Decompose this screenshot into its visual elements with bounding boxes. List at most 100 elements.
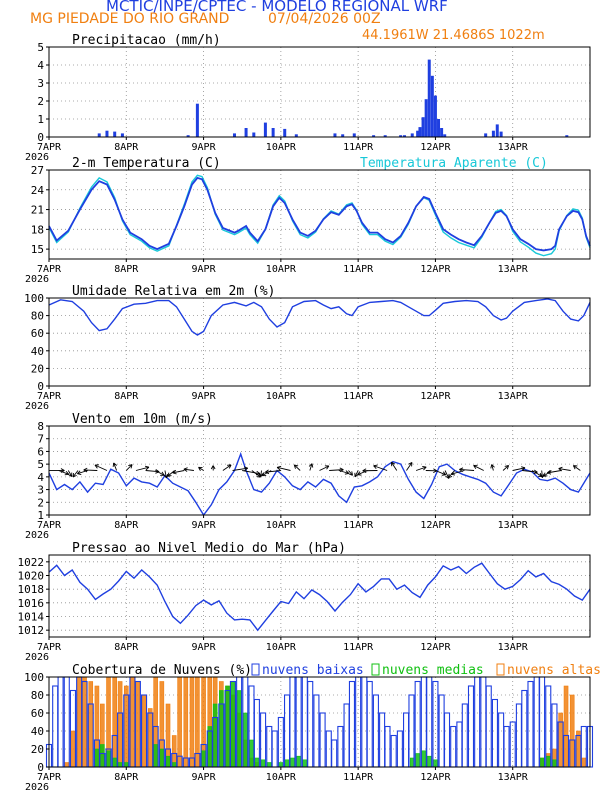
wind-arrow bbox=[260, 470, 262, 477]
panel-frame bbox=[48, 297, 591, 387]
precip-bar bbox=[294, 134, 298, 137]
wind-arrowhead bbox=[167, 472, 172, 477]
y-tick-label: 5 bbox=[37, 458, 44, 471]
x-tick-label: 7APR bbox=[37, 772, 62, 783]
wind-arrowhead bbox=[490, 464, 495, 469]
x-tick-label: 12APR bbox=[420, 772, 451, 783]
x-tick-label: 11APR bbox=[343, 772, 374, 783]
x-tick-label: 9APR bbox=[192, 142, 217, 153]
precip-bar bbox=[421, 117, 425, 137]
cloud-bar-nuvens-baixas bbox=[474, 676, 481, 768]
cloud-bar-nuvens-medias bbox=[266, 762, 272, 768]
wind-arrow bbox=[164, 470, 167, 479]
wind-arrowhead bbox=[357, 471, 362, 476]
panel-1: Precipitacao (mm/h) 0 1 2 3 4 5 7APR 8APR 9APR 10A… bbox=[25, 33, 591, 163]
x-tick-label: 10APR bbox=[266, 642, 297, 653]
cloud-bar-nuvens-medias bbox=[254, 757, 260, 768]
precip-bar bbox=[263, 122, 267, 137]
wind-arrow bbox=[251, 470, 261, 478]
cloud-bar-nuvens-baixas bbox=[533, 676, 540, 768]
cloud-bar-nuvens-altas bbox=[177, 676, 182, 768]
wind-arrowhead bbox=[558, 466, 563, 472]
x-tick-label: 11APR bbox=[343, 142, 374, 153]
cloud-bar-nuvens-medias bbox=[552, 759, 557, 768]
precip-bar bbox=[186, 135, 190, 137]
cloud-bar-nuvens-baixas bbox=[348, 680, 356, 768]
wind-arrowhead bbox=[172, 469, 177, 475]
cloud-bar-nuvens-baixas bbox=[521, 689, 528, 768]
panel-frame bbox=[48, 169, 591, 260]
precip-bar bbox=[333, 133, 337, 137]
cloud-bar-nuvens-altas bbox=[64, 762, 70, 768]
wind-arrowhead bbox=[77, 470, 82, 475]
y-tick-label: 21 bbox=[31, 204, 44, 217]
cloud-bar-nuvens-medias bbox=[94, 748, 100, 768]
precip-bar bbox=[120, 133, 124, 137]
cloud-bar-nuvens-baixas bbox=[325, 730, 332, 768]
cloud-bar-nuvens-altas bbox=[576, 730, 581, 768]
cloud-bar-nuvens-baixas bbox=[403, 712, 410, 768]
precip-bar bbox=[341, 134, 345, 137]
panel-frame bbox=[48, 46, 591, 138]
cloud-bar-nuvens-altas bbox=[141, 694, 147, 768]
x-tick-label: 8APR bbox=[114, 642, 139, 653]
y-tick-label: 1014 bbox=[18, 611, 45, 624]
wind-arrowhead bbox=[572, 465, 578, 470]
y-tick-label: 1016 bbox=[18, 597, 45, 610]
precip-bar bbox=[491, 130, 495, 137]
cloud-bar-nuvens-altas bbox=[76, 676, 82, 768]
cloud-bar-nuvens-altas bbox=[123, 685, 129, 768]
wind-arrow bbox=[319, 465, 330, 471]
precip-bar bbox=[418, 127, 422, 137]
y-tick-label: 20 bbox=[31, 362, 44, 375]
x-year-label: 2026 bbox=[25, 782, 49, 792]
cloud-bar-nuvens-medias bbox=[545, 755, 551, 768]
legend-swatch bbox=[371, 663, 380, 676]
cloud-bar-nuvens-altas bbox=[581, 757, 587, 768]
wind-arrow bbox=[155, 470, 165, 476]
x-tick-label: 13APR bbox=[498, 520, 529, 531]
y-tick-label: 24 bbox=[31, 184, 45, 197]
wind-arrowhead bbox=[160, 471, 165, 476]
cloud-bar-nuvens-baixas bbox=[379, 712, 386, 768]
x-tick-label: 11APR bbox=[343, 642, 374, 653]
cloud-bar-nuvens-baixas bbox=[266, 725, 273, 768]
wind-arrow bbox=[198, 466, 204, 471]
y-tick-label: 3 bbox=[37, 484, 44, 497]
wind-arrow bbox=[406, 462, 413, 471]
precip-bar bbox=[443, 134, 447, 137]
legend-label: nuvens medias bbox=[382, 663, 484, 678]
wind-arrow bbox=[473, 465, 484, 471]
y-tick-label: 80 bbox=[31, 689, 44, 702]
y-tick-label: 1012 bbox=[18, 624, 45, 637]
cloud-bar-nuvens-altas bbox=[130, 676, 135, 768]
cloud-bar-nuvens-altas bbox=[558, 712, 563, 768]
cloud-bar-nuvens-baixas bbox=[295, 676, 302, 768]
panel-3: Umidade Relativa em 2m (%) 0 20 40 60 80 100 7A… bbox=[24, 284, 591, 412]
wind-arrow bbox=[491, 464, 494, 471]
cloud-bar-nuvens-baixas bbox=[337, 725, 344, 768]
x-tick-label: 7APR bbox=[37, 142, 62, 153]
y-tick-label: 0 bbox=[37, 131, 44, 144]
run-label: 07/04/2026 00Z bbox=[268, 11, 381, 27]
x-tick-label: 8APR bbox=[114, 520, 139, 531]
panel-title: Umidade Relativa em 2m (%) bbox=[72, 284, 276, 299]
y-tick-label: 0 bbox=[37, 380, 44, 393]
x-tick-label: 13APR bbox=[498, 772, 529, 783]
x-year-label: 2026 bbox=[25, 152, 49, 163]
wind-arrow bbox=[172, 470, 185, 474]
legend-label: nuvens baixas bbox=[262, 663, 364, 678]
precip-bar bbox=[383, 135, 387, 137]
cloud-bar-nuvens-baixas bbox=[343, 703, 350, 768]
wind-arrow bbox=[83, 469, 98, 471]
x-tick-label: 12APR bbox=[420, 642, 451, 653]
x-tick-label: 8APR bbox=[114, 772, 139, 783]
x-tick-label: 11APR bbox=[343, 520, 374, 531]
panel-2: 2-m Temperatura (C) Temperatura Aparente … bbox=[25, 156, 591, 285]
wind-arrowhead bbox=[243, 466, 249, 471]
precip-bar bbox=[430, 75, 434, 137]
wind-arrow bbox=[573, 465, 581, 471]
precip-bar bbox=[403, 135, 407, 137]
wind-arrow bbox=[512, 467, 526, 471]
cloud-bar-nuvens-altas bbox=[135, 681, 141, 768]
